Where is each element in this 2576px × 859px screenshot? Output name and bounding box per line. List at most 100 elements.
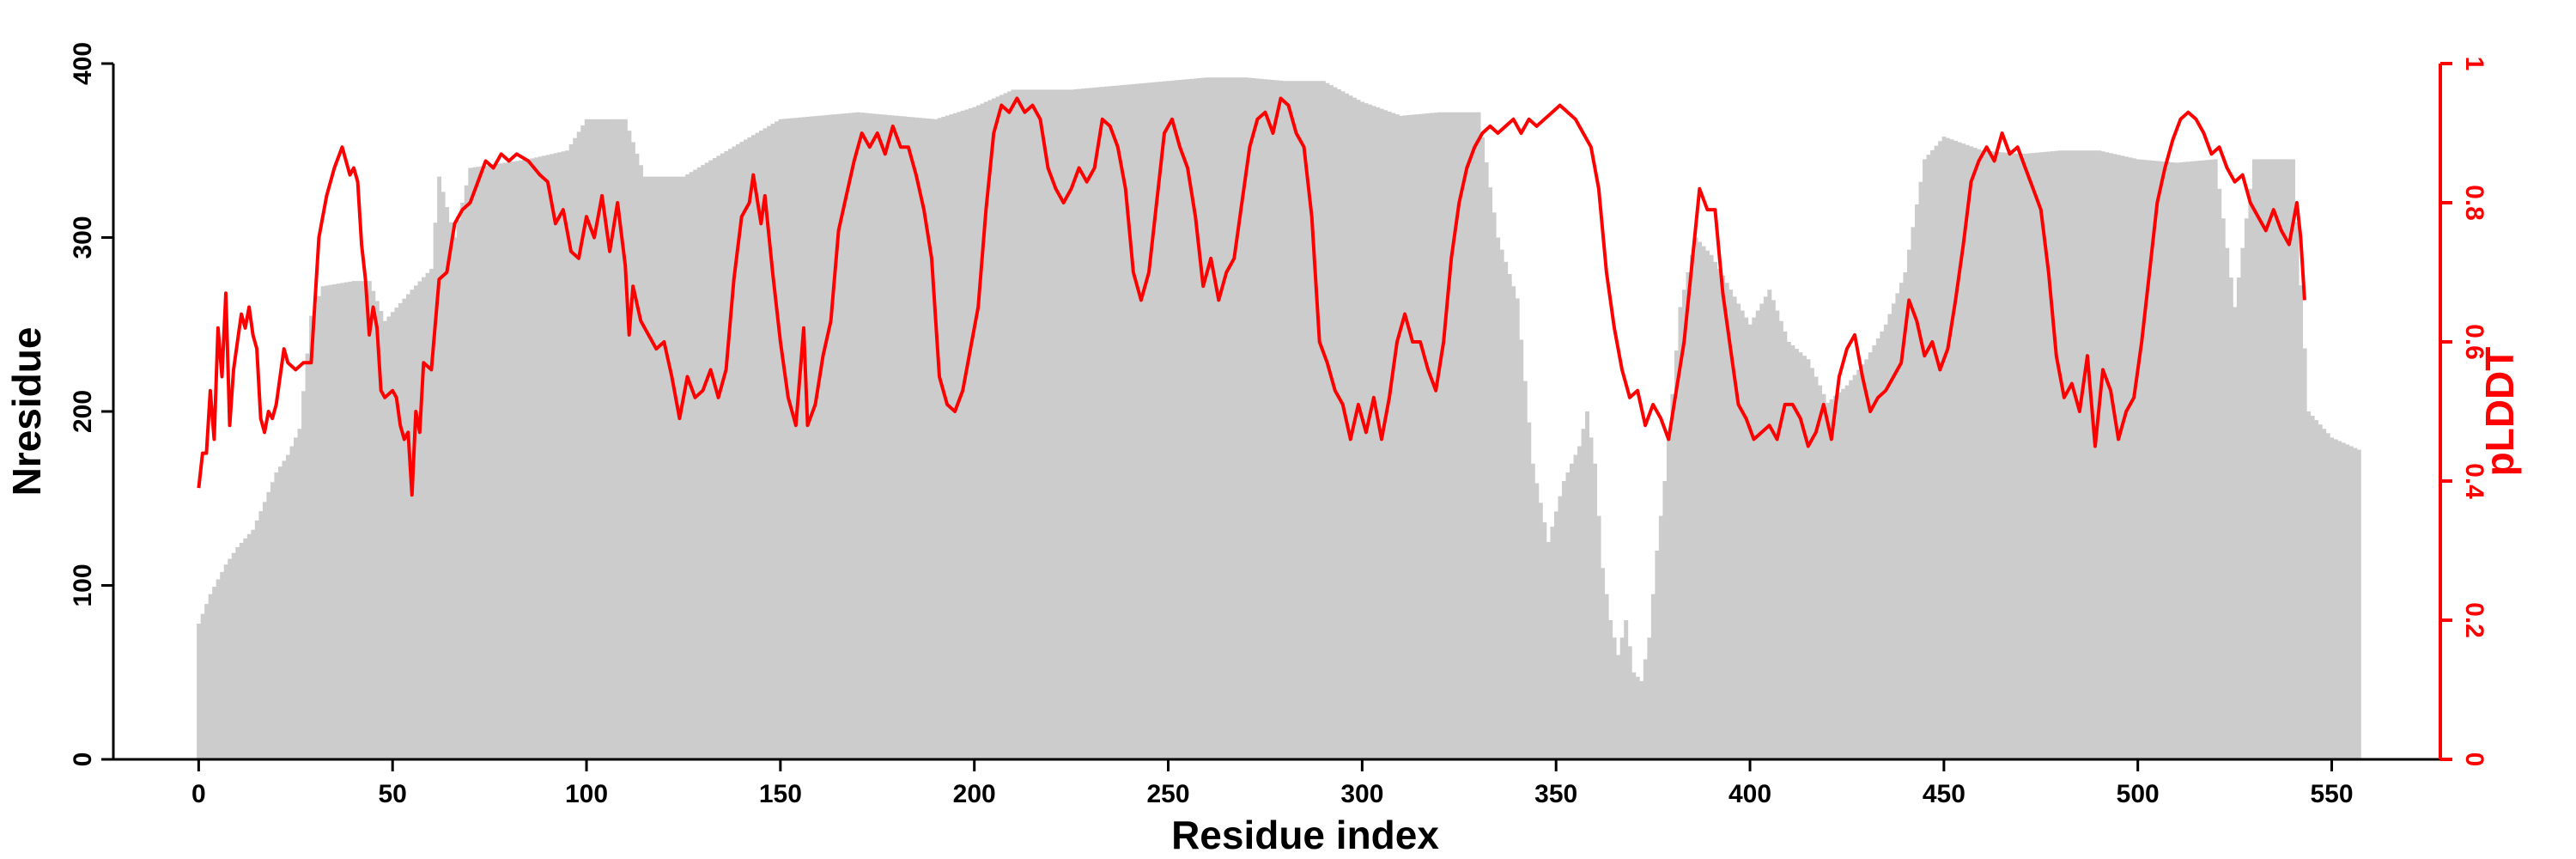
nresidue-bar [879,114,884,759]
nresidue-bar [1267,79,1272,759]
nresidue-bar [1759,303,1765,759]
nresidue-bar [1643,659,1648,759]
nresidue-bar [1949,139,1954,760]
nresidue-bar [983,101,988,760]
nresidue-bar [2131,158,2136,760]
nresidue-bar [887,114,891,759]
nresidue-bar [258,511,264,759]
nresidue-bar [750,135,756,760]
right-y-tick-label: 0.6 [2460,324,2488,360]
nresidue-bar [417,281,422,759]
nresidue-bar [1589,437,1594,760]
nresidue-bar [534,157,538,760]
nresidue-bar [1282,81,1287,759]
nresidue-bar [2259,159,2264,760]
nresidue-bar [1906,249,1911,759]
nresidue-bar [297,429,302,759]
nresidue-bar [2302,348,2307,759]
nresidue-bar [294,437,298,760]
nresidue-bar [1899,283,1904,759]
nresidue-bar [1953,140,1959,759]
nresidue-bar [468,168,473,759]
nresidue-bar [1457,112,1461,759]
nresidue-bar [1418,113,1423,760]
nresidue-bar [1542,522,1547,759]
nresidue-bar [1612,637,1617,759]
nresidue-bar [945,115,950,760]
nresidue-bar [1577,446,1582,759]
nresidue-bar [2159,161,2164,760]
nresidue-bar [2023,153,2028,759]
nresidue-bar [1197,78,1202,759]
nresidue-bar [1162,81,1167,759]
nresidue-bar [1108,86,1113,759]
x-tick-label: 50 [379,780,407,808]
nresidue-bar [1565,472,1571,760]
nresidue-bar [635,153,640,759]
nresidue-bar [2356,449,2361,759]
nresidue-bar [863,113,868,759]
nresidue-bar [1624,620,1629,759]
nresidue-bar [398,302,403,759]
nresidue-bar [821,115,826,760]
nresidue-bar [522,160,527,760]
nresidue-bar [1402,115,1407,760]
nresidue-bar [1228,77,1233,759]
nresidue-bar [890,115,896,760]
nresidue-bar [801,117,806,759]
nresidue-bar [2306,411,2312,759]
nresidue-bar [1011,89,1016,760]
nresidue-bar [2054,150,2059,759]
nresidue-bar [987,100,993,759]
nresidue-bar [2353,448,2358,759]
nresidue-bar [704,162,709,760]
nresidue-bar [642,176,647,760]
nresidue-bar [2105,152,2110,759]
nresidue-bar [2058,150,2063,759]
nresidue-bar [1018,89,1024,760]
nresidue-bar [2085,150,2090,759]
nresidue-bar [1453,112,1458,759]
nresidue-bar [2015,153,2020,759]
nresidue-bar [735,143,740,759]
nresidue-bar [1721,276,1726,759]
nresidue-bar [1631,672,1637,759]
nresidue-bar [507,161,512,759]
nresidue-bar [619,119,624,760]
nresidue-bar [1465,112,1469,759]
nresidue-bar [2123,156,2129,760]
nresidue-bar [1934,145,1939,759]
nresidue-bar [374,301,380,759]
nresidue-bar [538,156,543,760]
nresidue-bar [340,283,345,759]
nresidue-bar [1604,594,1609,760]
nresidue-bar [716,155,721,759]
nresidue-bar [2322,429,2327,759]
nresidue-bar [1042,89,1047,760]
x-tick-label: 200 [953,780,996,808]
nresidue-bar [1969,146,1974,759]
nresidue-bar [743,139,748,760]
left-y-axis-ticks: 0 100 200 300 400 [69,42,113,766]
nresidue-bar [1798,352,1803,759]
nresidue-bar [941,116,946,760]
nresidue-bar [1767,289,1772,759]
nresidue-bar [1174,80,1179,759]
nresidue-bar [270,482,275,759]
nresidue-bar [1054,89,1059,760]
nresidue-bar [867,113,872,759]
nresidue-bar [568,143,574,759]
nresidue-bar [429,268,434,759]
nresidue-bar [542,155,547,759]
nresidue-bar [1806,359,1811,759]
nresidue-bar [1658,515,1663,759]
nresidue-bar [1414,114,1419,759]
nresidue-bar [243,538,248,759]
nresidue-bar [1872,345,1877,759]
nresidue-bar [1120,85,1124,760]
nresidue-bar [747,137,752,760]
x-tick-label: 100 [565,780,608,808]
nresidue-bar [440,192,446,760]
x-tick-label: 0 [191,780,206,808]
nresidue-bar [1868,352,1873,759]
